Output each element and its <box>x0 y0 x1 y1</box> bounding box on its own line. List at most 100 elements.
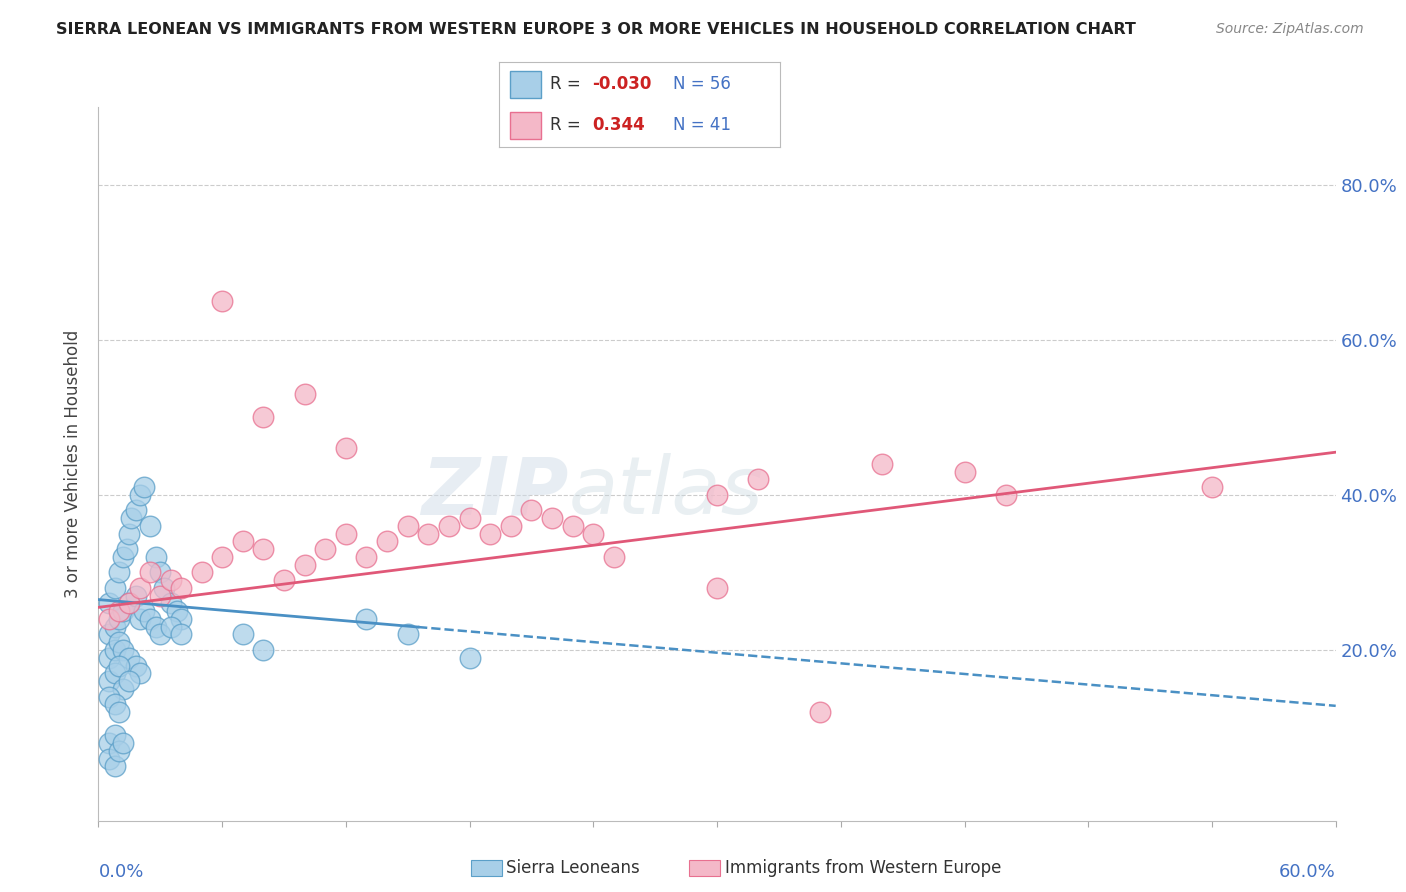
Point <box>479 526 502 541</box>
Point <box>541 511 564 525</box>
Point <box>118 673 141 688</box>
Point <box>252 643 274 657</box>
Point <box>375 534 398 549</box>
Point <box>128 612 150 626</box>
Point <box>153 581 176 595</box>
Point <box>808 705 831 719</box>
Point <box>104 759 127 773</box>
Point <box>132 604 155 618</box>
Bar <box>510 71 541 98</box>
Point <box>232 534 254 549</box>
Point <box>128 581 150 595</box>
Point <box>97 736 120 750</box>
Point <box>294 558 316 572</box>
Text: ZIP: ZIP <box>422 453 568 532</box>
Point <box>104 581 127 595</box>
Point <box>118 526 141 541</box>
Text: R =: R = <box>550 75 586 93</box>
Point <box>108 612 131 626</box>
Point <box>124 589 146 603</box>
Point <box>124 503 146 517</box>
Point <box>139 566 162 580</box>
Point <box>112 604 135 618</box>
Point <box>118 597 141 611</box>
Point <box>159 573 181 587</box>
Point <box>145 549 167 564</box>
Point <box>104 728 127 742</box>
Point <box>499 519 522 533</box>
Point <box>132 480 155 494</box>
Point <box>190 566 212 580</box>
Point <box>112 643 135 657</box>
Point <box>396 627 419 641</box>
Point <box>252 542 274 557</box>
Text: 0.344: 0.344 <box>592 116 645 134</box>
Point <box>128 488 150 502</box>
Point <box>418 526 440 541</box>
Point <box>356 549 378 564</box>
Point <box>124 658 146 673</box>
Point <box>294 387 316 401</box>
Point <box>97 627 120 641</box>
Point <box>994 488 1017 502</box>
Point <box>252 410 274 425</box>
Point <box>120 511 142 525</box>
Point <box>335 442 357 456</box>
Point <box>458 650 481 665</box>
Point <box>145 620 167 634</box>
Point <box>97 751 120 765</box>
Point <box>97 690 120 704</box>
Point <box>117 542 139 557</box>
Point <box>211 293 233 308</box>
Point <box>118 650 141 665</box>
Point <box>139 612 162 626</box>
Point <box>108 635 131 649</box>
Point <box>118 597 141 611</box>
Text: Source: ZipAtlas.com: Source: ZipAtlas.com <box>1216 22 1364 37</box>
Point <box>170 581 193 595</box>
Text: 0.0%: 0.0% <box>98 863 143 881</box>
Point <box>953 465 976 479</box>
Point <box>159 597 181 611</box>
Text: -0.030: -0.030 <box>592 75 651 93</box>
Point <box>104 666 127 681</box>
Text: atlas: atlas <box>568 453 763 532</box>
Point <box>170 627 193 641</box>
Point <box>706 488 728 502</box>
Point <box>170 612 193 626</box>
Point <box>747 472 769 486</box>
Y-axis label: 3 or more Vehicles in Household: 3 or more Vehicles in Household <box>65 330 83 598</box>
Point <box>108 604 131 618</box>
Text: Sierra Leoneans: Sierra Leoneans <box>506 859 640 877</box>
Point <box>149 566 172 580</box>
Text: N = 56: N = 56 <box>673 75 731 93</box>
Text: N = 41: N = 41 <box>673 116 731 134</box>
Text: SIERRA LEONEAN VS IMMIGRANTS FROM WESTERN EUROPE 3 OR MORE VEHICLES IN HOUSEHOLD: SIERRA LEONEAN VS IMMIGRANTS FROM WESTER… <box>56 22 1136 37</box>
Point <box>396 519 419 533</box>
Point <box>108 658 131 673</box>
Point <box>139 519 162 533</box>
Point <box>356 612 378 626</box>
Point <box>437 519 460 533</box>
Point <box>520 503 543 517</box>
Point <box>870 457 893 471</box>
Point <box>706 581 728 595</box>
Point <box>149 589 172 603</box>
Point <box>97 612 120 626</box>
Point <box>211 549 233 564</box>
Point <box>104 643 127 657</box>
Bar <box>510 112 541 139</box>
Point <box>128 666 150 681</box>
Point <box>112 681 135 696</box>
Point <box>232 627 254 641</box>
Point <box>603 549 626 564</box>
Point <box>335 526 357 541</box>
Point <box>273 573 295 587</box>
Point <box>104 698 127 712</box>
Point <box>159 620 181 634</box>
Point <box>458 511 481 525</box>
Point <box>97 650 120 665</box>
Text: 60.0%: 60.0% <box>1279 863 1336 881</box>
Point <box>166 604 188 618</box>
Text: Immigrants from Western Europe: Immigrants from Western Europe <box>725 859 1002 877</box>
